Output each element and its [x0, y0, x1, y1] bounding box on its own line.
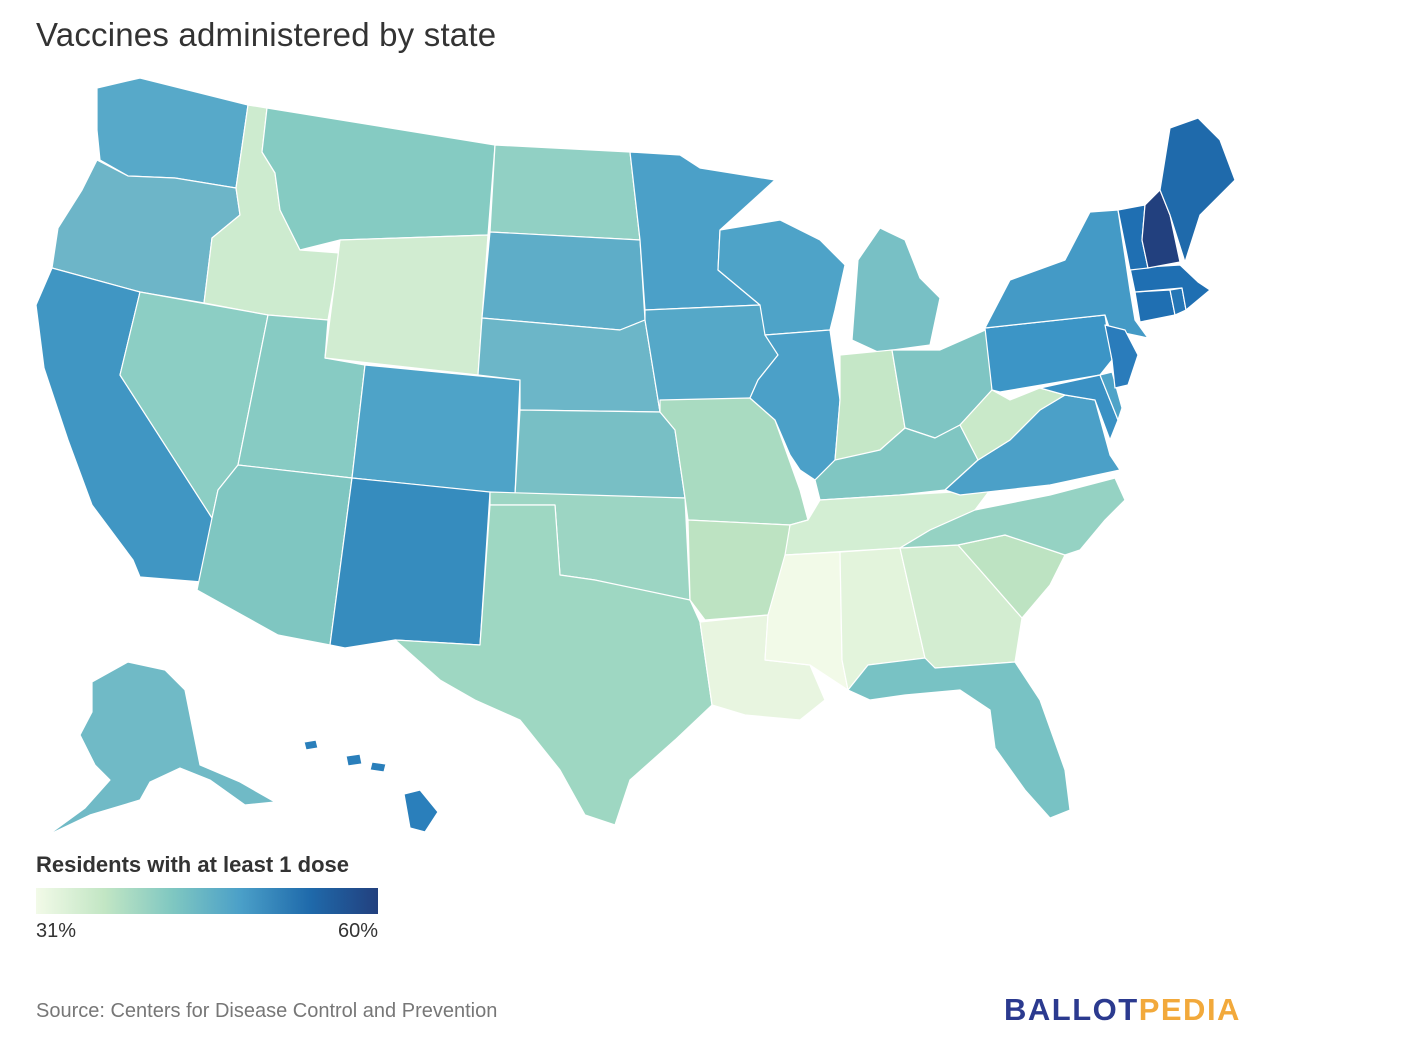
state-maine[interactable] — [1159, 117, 1236, 263]
state-delaware[interactable] — [1099, 371, 1123, 421]
state-montana[interactable] — [261, 107, 496, 251]
source-note: Source: Centers for Disease Control and … — [36, 1000, 498, 1022]
state-colorado[interactable] — [351, 364, 521, 496]
state-hawaii[interactable] — [303, 739, 439, 833]
state-connecticut[interactable] — [1134, 289, 1176, 323]
state-new-york[interactable] — [984, 209, 1149, 339]
state-kansas[interactable] — [514, 409, 686, 499]
state-wyoming[interactable] — [324, 234, 489, 376]
legend-color-scale — [36, 888, 378, 914]
state-new-jersey[interactable] — [1104, 324, 1139, 389]
logo-part-2: PEDIA — [1138, 992, 1241, 1027]
state-massachusetts[interactable] — [1129, 264, 1211, 311]
state-new-mexico[interactable] — [329, 477, 491, 649]
state-michigan[interactable] — [851, 227, 941, 353]
ballotpedia-logo: BALLOTPEDIA — [1004, 992, 1241, 1028]
state-florida[interactable] — [847, 657, 1071, 819]
logo-part-1: BALLOT — [1004, 992, 1139, 1027]
legend-max-label: 60% — [337, 920, 378, 942]
legend-min-label: 31% — [36, 920, 77, 942]
state-texas[interactable] — [394, 504, 713, 826]
state-alaska[interactable] — [47, 661, 276, 836]
state-south-dakota[interactable] — [481, 231, 646, 331]
state-arizona[interactable] — [196, 464, 353, 646]
state-north-dakota[interactable] — [489, 144, 641, 241]
state-wisconsin[interactable] — [717, 219, 846, 336]
legend-title: Residents with at least 1 dose — [36, 852, 349, 877]
chart-title: Vaccines administered by state — [36, 16, 497, 53]
state-north-carolina[interactable] — [899, 477, 1126, 556]
state-illinois[interactable] — [749, 329, 841, 481]
